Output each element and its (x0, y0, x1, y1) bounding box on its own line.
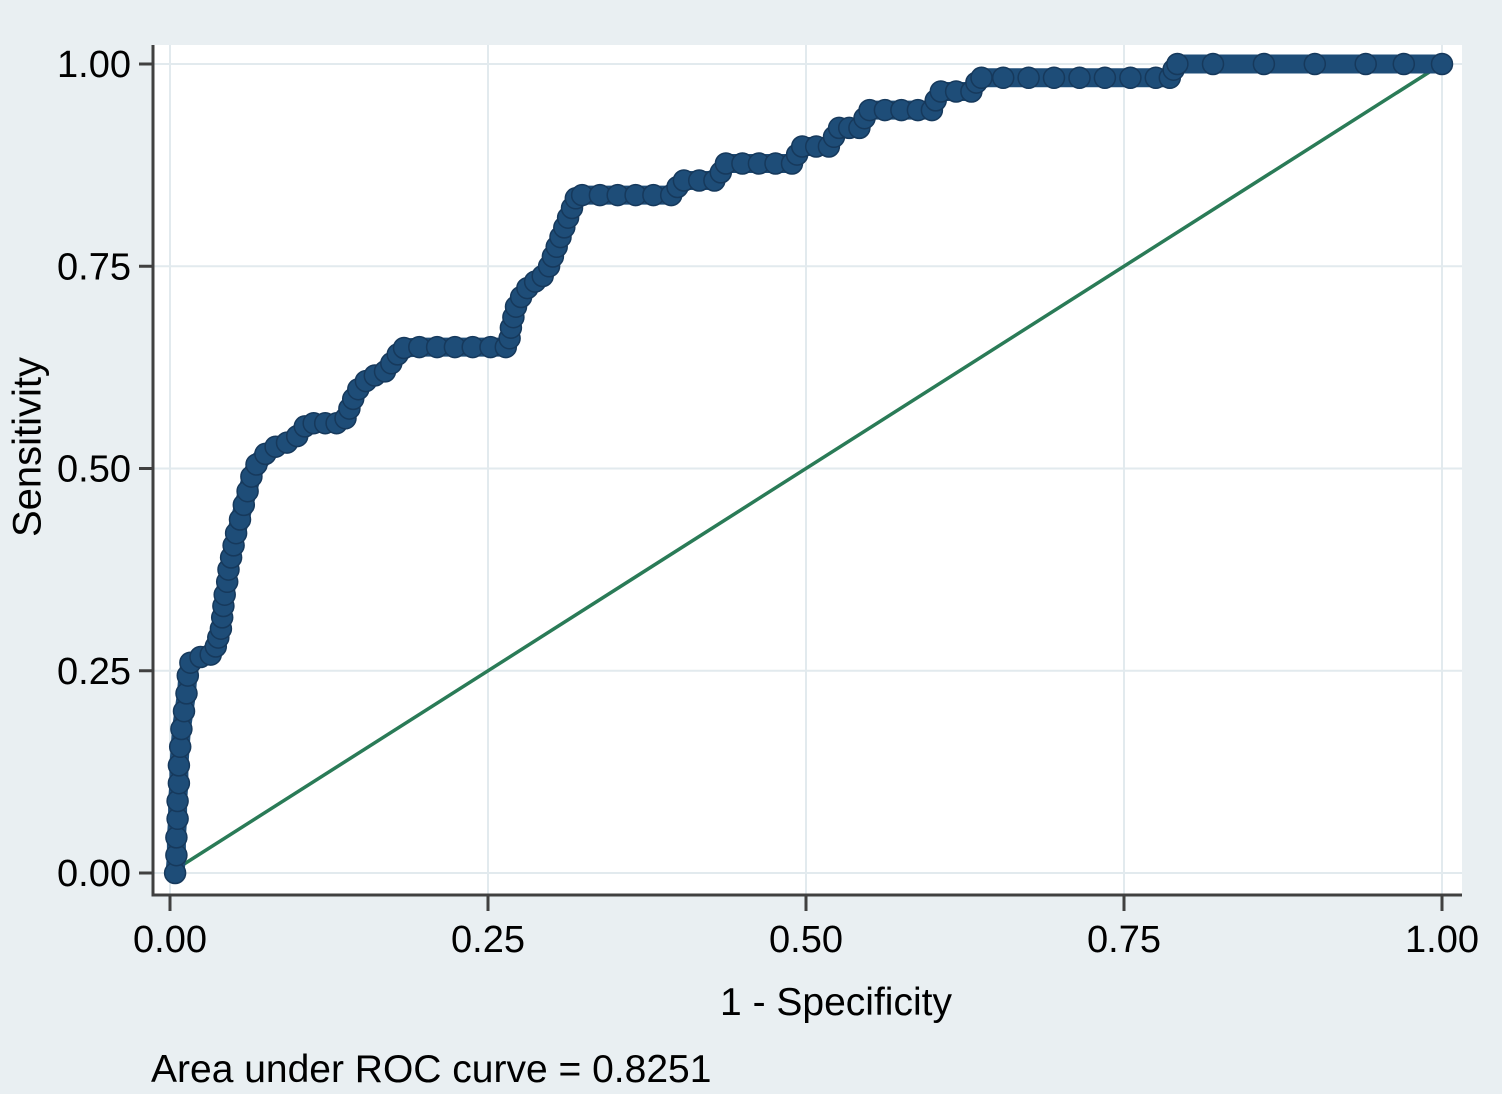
y-tick-label: 1.00 (57, 44, 131, 86)
roc-marker (1017, 66, 1040, 90)
y-tick-label: 0.25 (57, 651, 131, 693)
roc-marker (167, 754, 191, 777)
y-tick-label: 0.00 (57, 853, 131, 895)
roc-marker (991, 66, 1015, 90)
y-tick-label: 0.50 (57, 449, 131, 491)
roc-marker (1430, 52, 1454, 76)
x-axis-title: 1 - Specificity (720, 981, 952, 1024)
roc-marker (165, 826, 188, 849)
x-tick-label: 1.00 (1405, 919, 1479, 961)
roc-marker (1201, 52, 1225, 76)
roc-marker (1166, 52, 1189, 76)
x-tick-label: 0.00 (133, 919, 207, 961)
roc-marker (1119, 66, 1142, 90)
roc-marker (1093, 66, 1117, 90)
y-tick-label: 0.75 (57, 246, 131, 288)
roc-marker (970, 66, 993, 90)
roc-marker (1068, 66, 1091, 90)
roc-marker (1252, 52, 1276, 76)
x-tick-label: 0.50 (769, 919, 843, 961)
x-tick-label: 0.25 (451, 919, 525, 961)
plot-area (153, 45, 1462, 895)
roc-marker (1354, 52, 1377, 76)
y-axis-title: Sensitivity (5, 356, 50, 538)
x-tick-label: 0.75 (1087, 919, 1161, 961)
roc-marker (1392, 52, 1416, 76)
roc-marker (1042, 66, 1066, 90)
reference-line (169, 62, 1443, 875)
auc-annotation: Area under ROC curve = 0.8251 (151, 1048, 712, 1091)
roc-marker (1303, 52, 1327, 76)
